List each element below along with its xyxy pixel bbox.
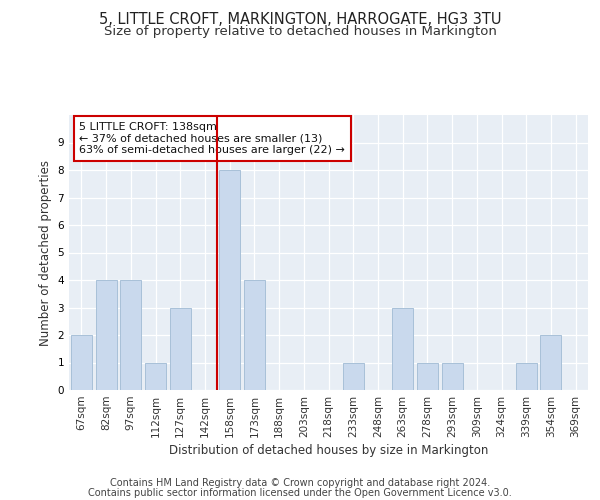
Text: Size of property relative to detached houses in Markington: Size of property relative to detached ho…	[104, 25, 496, 38]
Bar	[145, 362, 166, 390]
Y-axis label: Number of detached properties: Number of detached properties	[39, 160, 52, 346]
Bar	[219, 170, 240, 390]
Bar	[343, 362, 364, 390]
Text: 5 LITTLE CROFT: 138sqm
← 37% of detached houses are smaller (13)
63% of semi-det: 5 LITTLE CROFT: 138sqm ← 37% of detached…	[79, 122, 345, 155]
Text: Contains HM Land Registry data © Crown copyright and database right 2024.: Contains HM Land Registry data © Crown c…	[110, 478, 490, 488]
Text: Contains public sector information licensed under the Open Government Licence v3: Contains public sector information licen…	[88, 488, 512, 498]
Bar	[71, 335, 92, 390]
Bar	[392, 308, 413, 390]
Bar	[95, 280, 116, 390]
Text: 5, LITTLE CROFT, MARKINGTON, HARROGATE, HG3 3TU: 5, LITTLE CROFT, MARKINGTON, HARROGATE, …	[99, 12, 501, 28]
Bar	[417, 362, 438, 390]
Bar	[516, 362, 537, 390]
Bar	[170, 308, 191, 390]
Bar	[244, 280, 265, 390]
Bar	[541, 335, 562, 390]
Bar	[120, 280, 141, 390]
X-axis label: Distribution of detached houses by size in Markington: Distribution of detached houses by size …	[169, 444, 488, 457]
Bar	[442, 362, 463, 390]
